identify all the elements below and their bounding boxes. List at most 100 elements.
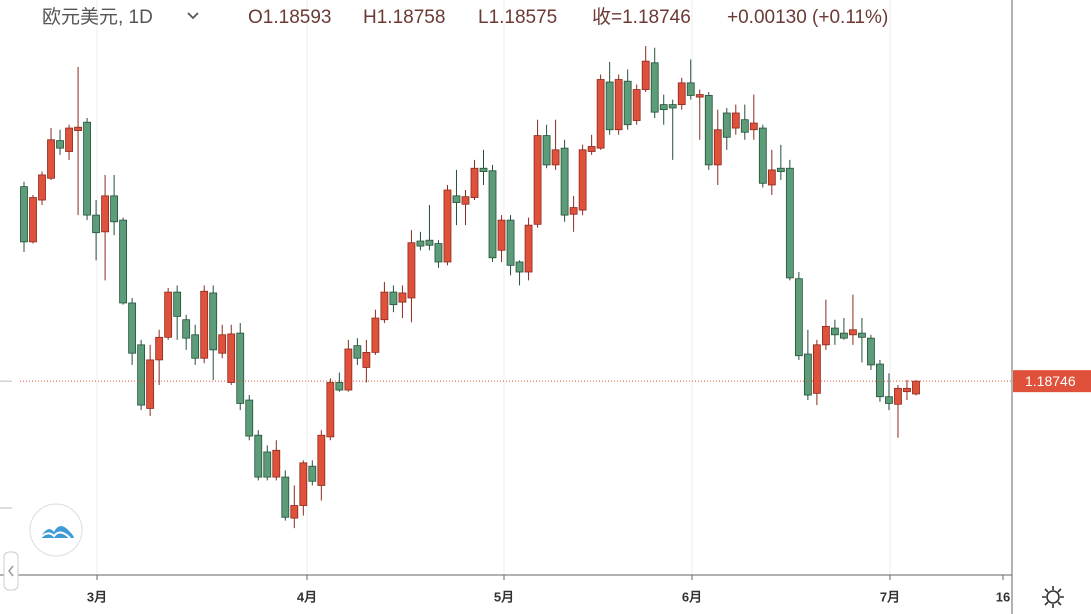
candle-body <box>308 465 317 482</box>
candle-body <box>137 344 146 406</box>
candle-body <box>56 140 64 149</box>
candle-body <box>587 146 596 152</box>
candle-body <box>785 167 794 279</box>
legend-low: L1.18575 <box>478 7 557 28</box>
candle-body <box>533 135 542 225</box>
candle-body <box>227 333 236 383</box>
candle-body <box>110 195 118 223</box>
candle-body <box>236 332 245 404</box>
candle-body <box>182 319 191 339</box>
candle-body <box>524 224 533 273</box>
candle-body <box>389 291 398 306</box>
candle-body <box>731 112 740 129</box>
candle-body <box>488 170 497 259</box>
candle-body <box>749 122 758 131</box>
candle-body <box>443 189 452 263</box>
x-tick-label: 4月 <box>297 589 317 604</box>
candle-body <box>380 291 389 321</box>
candle-body <box>254 434 263 478</box>
candle-body <box>317 434 326 486</box>
x-tick-label: 6月 <box>682 589 702 604</box>
candle-body <box>758 127 767 184</box>
x-tick-label: 3月 <box>87 589 107 604</box>
candle-body <box>794 278 803 357</box>
candle-body <box>398 292 407 303</box>
scroll-button[interactable] <box>3 551 19 591</box>
candle-body <box>894 387 902 405</box>
candle-body <box>767 169 776 186</box>
candle-body <box>623 80 632 126</box>
candle-body <box>353 345 362 359</box>
candle-body <box>47 139 55 179</box>
candle-body <box>605 81 614 131</box>
candle-body <box>20 186 28 243</box>
candle-body <box>326 382 335 438</box>
candle-body <box>569 207 578 215</box>
candle-body <box>263 451 272 478</box>
candle-body <box>407 242 416 299</box>
candle-body <box>686 82 695 96</box>
candle-body <box>776 167 785 172</box>
candle-body <box>812 344 821 394</box>
candle-body <box>641 60 650 90</box>
candle-body <box>416 240 425 247</box>
candle-body <box>191 334 200 359</box>
candle-body <box>831 327 839 336</box>
candle-body <box>578 149 587 211</box>
candle-body <box>713 129 722 166</box>
candle-body <box>560 147 569 216</box>
candle-body <box>722 112 731 138</box>
candle-body <box>632 89 641 121</box>
candle-body <box>461 196 470 205</box>
candle-body <box>885 396 893 404</box>
x-tick-label: 5月 <box>494 589 514 604</box>
candle-body <box>200 290 209 359</box>
scroll-arrow <box>8 565 14 577</box>
candle-body <box>858 332 866 338</box>
symbol-dropdown[interactable] <box>187 12 199 20</box>
legend-open: O1.18593 <box>248 7 331 28</box>
settings-icon[interactable] <box>1042 586 1064 608</box>
candle-body <box>272 449 281 478</box>
candle-body <box>497 219 506 251</box>
candle-body <box>876 363 884 398</box>
candle-body <box>92 214 100 234</box>
candle-body <box>74 126 82 131</box>
candle-body <box>659 104 668 111</box>
candle-body <box>245 399 254 437</box>
candle-body <box>218 334 227 354</box>
candle-body <box>362 351 371 368</box>
candle-body <box>209 292 218 351</box>
candle-body <box>803 353 812 396</box>
price-tag-label: 1.18746 <box>1025 373 1076 389</box>
candle-body <box>506 219 515 266</box>
candle-body <box>164 291 173 338</box>
candle-body <box>29 197 37 243</box>
candle-body <box>173 291 182 317</box>
candle-body <box>128 302 137 354</box>
price-tag <box>1013 370 1091 393</box>
candle-body <box>515 261 524 273</box>
candle-body <box>677 82 686 106</box>
candle-body <box>452 195 461 203</box>
candle-body <box>38 174 46 201</box>
candle-body <box>704 95 713 166</box>
candle-body <box>65 127 73 152</box>
candle-body <box>83 121 91 216</box>
candle-body <box>542 135 551 166</box>
candle-body <box>425 239 434 246</box>
candle-body <box>695 94 704 98</box>
candle-body <box>912 380 920 395</box>
candle-body <box>668 104 677 109</box>
candle-body <box>821 326 830 346</box>
candle-body <box>335 382 344 391</box>
candle-body <box>867 337 875 366</box>
symbol-title[interactable]: 欧元美元, 1D <box>42 6 153 28</box>
candle-body <box>551 149 560 166</box>
candle-body <box>155 336 164 361</box>
candle-body <box>740 119 749 133</box>
grid <box>96 0 891 575</box>
candle-body <box>146 359 155 409</box>
logo-wave <box>39 531 71 539</box>
candle-body <box>596 79 605 149</box>
